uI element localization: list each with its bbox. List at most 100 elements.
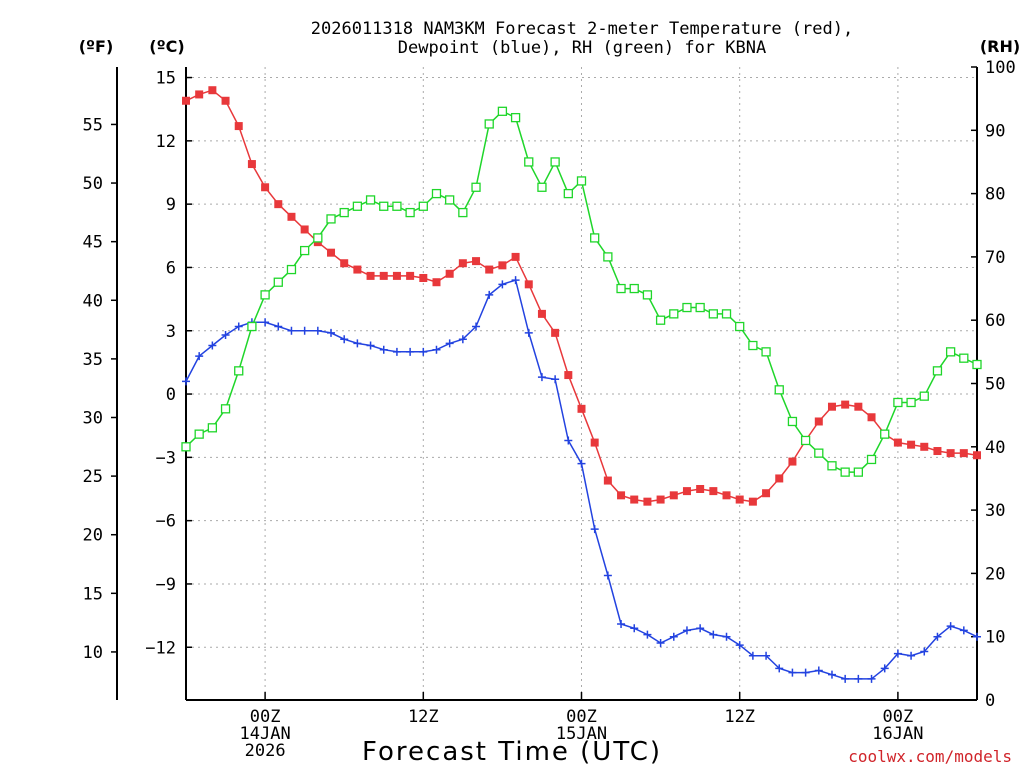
relative-humidity-point (194, 429, 204, 439)
temperature-point (696, 485, 705, 493)
relative-humidity-point (510, 112, 521, 123)
temperature-point (973, 451, 981, 460)
temperature-point (208, 86, 217, 95)
x-tick-label-2-2: 15JAN (556, 724, 607, 744)
rh-tick-label-9: 10 (985, 628, 1005, 648)
celsius-unit-label: (ºC) (149, 37, 184, 56)
dewpoint-point (907, 651, 916, 660)
dewpoint-point (841, 674, 850, 683)
celsius-tick-label-8: −9 (156, 575, 176, 595)
relative-humidity-point (880, 429, 890, 439)
temperature-point (590, 438, 599, 447)
temperature-point (182, 96, 190, 105)
relative-humidity-point (695, 302, 705, 313)
dewpoint-point (340, 335, 349, 344)
temperature-point (406, 271, 415, 280)
relative-humidity-point (497, 106, 508, 116)
rh-tick-label-6: 40 (985, 438, 1005, 458)
rh-tick-label-4: 60 (985, 311, 1005, 331)
relative-humidity-point (787, 416, 798, 427)
rh-tick-label-5: 50 (985, 375, 1005, 395)
temperature-point (669, 491, 678, 500)
relative-humidity-point (207, 423, 218, 433)
temperature-point (722, 491, 731, 500)
relative-humidity-point (576, 176, 587, 186)
chart-title-line-1: 2026011318 NAM3KM Forecast 2-meter Tempe… (311, 19, 853, 39)
dewpoint-point (551, 375, 560, 384)
temperature-point (762, 489, 771, 498)
series-layer (181, 86, 982, 683)
relative-humidity-point (682, 302, 692, 313)
dewpoint-point (379, 345, 388, 354)
temperature-point (274, 200, 283, 209)
relative-humidity-point (774, 385, 784, 395)
relative-humidity-point (721, 309, 732, 319)
temperature-point (893, 438, 902, 447)
relative-humidity-point (761, 347, 771, 357)
fahrenheit-tick-label-0: 55 (83, 115, 103, 135)
relative-humidity-point (590, 233, 600, 243)
relative-humidity-point (431, 188, 442, 199)
rh-tick-label-3: 70 (985, 248, 1005, 268)
dewpoint-point (392, 347, 401, 356)
temperature-point (933, 447, 942, 456)
relative-humidity-point (827, 461, 837, 471)
dewpoint-point (973, 632, 981, 641)
dewpoint-point (867, 674, 876, 683)
temperature-point (247, 160, 256, 169)
dewpoint-point (893, 649, 902, 658)
fahrenheit-tick-label-1: 50 (83, 174, 103, 194)
temperature-point (300, 225, 309, 234)
x-tick-label-0-2: 14JAN (240, 724, 291, 744)
dewpoint-point (603, 571, 612, 580)
dewpoint-point (274, 322, 283, 331)
dewpoint-point (920, 647, 929, 656)
relative-humidity-point (840, 467, 850, 477)
chart-title-line-2: Dewpoint (blue), RH (green) for KBNA (398, 38, 766, 58)
relative-humidity-point (537, 182, 547, 192)
relative-humidity-point (352, 201, 363, 211)
relative-humidity-point (959, 353, 969, 363)
dewpoint-point (300, 326, 309, 335)
temperature-point (472, 257, 481, 266)
x-tick-label-0-1: 00Z (250, 707, 281, 727)
temperature-point (432, 278, 441, 287)
watermark: coolwx.com/models (848, 747, 1012, 766)
relative-humidity-point (405, 207, 415, 218)
dewpoint-point (854, 674, 863, 683)
relative-humidity-point (853, 467, 863, 477)
chart-axes: 15129630−3−6−9−1255504540353025201510100… (83, 58, 1016, 761)
relative-humidity-point (365, 195, 376, 205)
rh-tick-label-0: 100 (985, 58, 1016, 78)
temperature-point (564, 371, 573, 380)
dewpoint-series (182, 276, 981, 683)
dewpoint-point (182, 377, 190, 386)
celsius-tick-label-1: 12 (156, 132, 176, 152)
celsius-tick-label-0: 15 (156, 69, 176, 89)
dewpoint-point (814, 666, 823, 675)
temperature-point (920, 442, 929, 451)
relative-humidity-point (748, 340, 758, 351)
dewpoint-point (762, 651, 771, 660)
celsius-tick-label-7: −6 (156, 512, 176, 532)
dewpoint-point (880, 664, 889, 673)
temperature-point (353, 265, 362, 274)
relative-humidity-point (655, 315, 666, 325)
relative-humidity-point (563, 188, 573, 199)
relative-humidity-point (669, 309, 679, 319)
temperature-point (630, 495, 639, 504)
temperature-point (907, 440, 916, 449)
temperature-point (814, 417, 823, 426)
relative-humidity-point (932, 366, 943, 376)
relative-humidity-point (299, 245, 310, 256)
dewpoint-point (656, 639, 665, 648)
relative-humidity-point (524, 157, 534, 167)
celsius-tick-label-3: 6 (166, 258, 176, 278)
fahrenheit-tick-label-7: 20 (83, 526, 103, 546)
x-axis-title: Forecast Time (UTC) (362, 737, 662, 767)
dewpoint-point (445, 339, 454, 348)
relative-humidity-point (893, 397, 903, 408)
temperature-point (841, 400, 850, 409)
